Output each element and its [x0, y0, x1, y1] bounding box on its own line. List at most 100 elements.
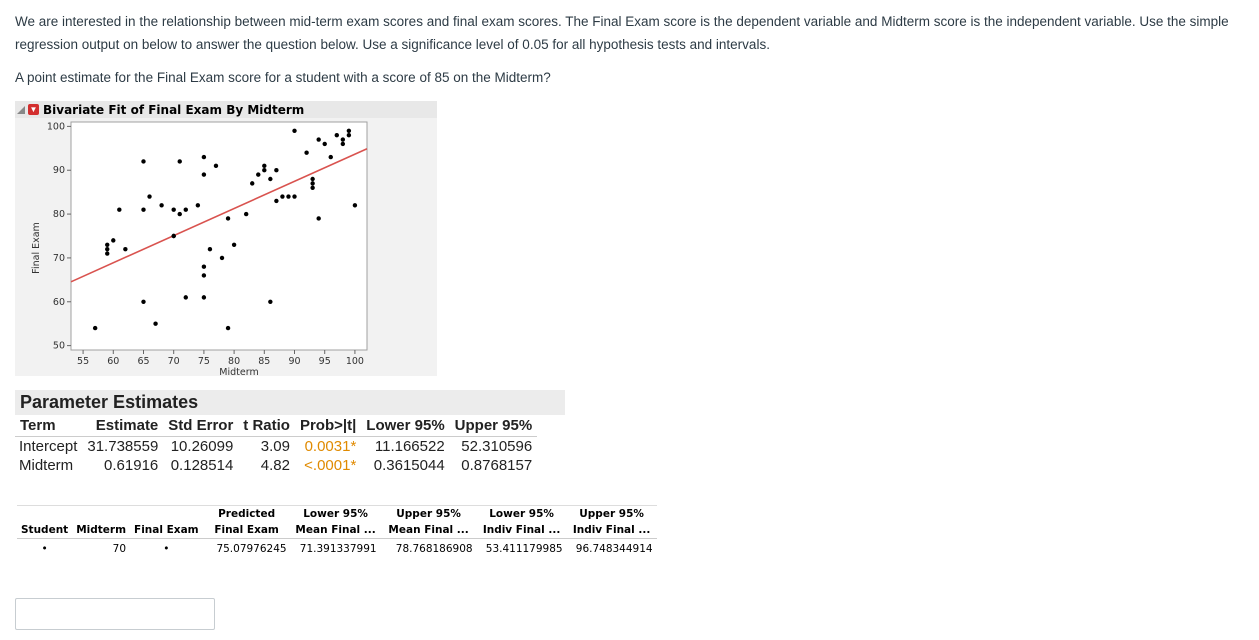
plot-frame	[70, 121, 368, 351]
data-point	[171, 207, 176, 212]
pe-cell: 10.26099	[170, 438, 234, 455]
data-point	[268, 299, 273, 304]
data-point	[171, 233, 176, 239]
y-tick-label: 90	[53, 165, 65, 176]
pred-cell: 75.07976245	[202, 538, 291, 559]
data-point	[256, 172, 261, 177]
pe-cell: 0.8768157	[461, 457, 533, 474]
data-point	[328, 154, 333, 160]
x-tick-label: 80	[228, 356, 240, 367]
data-point	[310, 185, 315, 190]
data-point	[201, 273, 207, 278]
data-point	[105, 251, 110, 256]
pe-cell: Intercept	[19, 438, 78, 455]
parameter-estimates-title: Parameter Estimates	[15, 390, 565, 415]
pred-header-predicted: Predicted Final Exam	[214, 508, 279, 536]
answer-input[interactable]	[15, 598, 215, 630]
pred-cell: 96.748344914	[566, 538, 657, 559]
x-tick-label: 85	[258, 356, 270, 367]
data-point	[183, 295, 188, 300]
data-point	[274, 198, 279, 204]
data-point	[141, 159, 146, 164]
data-point	[141, 207, 146, 212]
pred-header-upper-indiv: Upper 95% Indiv Final ...	[572, 508, 651, 536]
data-point	[340, 137, 346, 142]
x-tick-label: 70	[168, 356, 180, 367]
bivariate-plot: 50 60 70 80 90 100 55 60 65 70 75 80 85 90 95 100 Midter…	[15, 118, 437, 376]
pred-cell: 78.768186908	[380, 538, 477, 559]
pe-header-std-error: Std Error	[163, 415, 239, 437]
data-point	[274, 168, 279, 173]
x-tick-label: 65	[137, 356, 149, 367]
data-point	[117, 207, 122, 212]
pred-cell: 53.411179985	[476, 538, 567, 559]
pred-cell: 71.391337991	[290, 538, 381, 559]
data-point	[201, 295, 207, 300]
pe-header-t-ratio: t Ratio	[238, 415, 295, 437]
report-header[interactable]: ▼ Bivariate Fit of Final Exam By Midterm	[15, 101, 437, 118]
x-tick-label: 75	[198, 356, 210, 367]
pred-header-final-exam: Final Exam	[134, 524, 199, 536]
data-point	[201, 264, 207, 269]
x-axis-label: Midterm	[219, 367, 258, 376]
pe-cell: 0.61916	[104, 457, 159, 474]
scatter-plot-svg: 50 60 70 80 90 100 55 60 65 70 75 80 85 90 95 100 Midter…	[31, 121, 368, 376]
pred-cell: •	[130, 538, 203, 559]
pred-cell: •	[17, 538, 73, 559]
data-point	[316, 216, 321, 221]
data-point	[346, 128, 352, 133]
data-point	[310, 176, 315, 182]
data-point	[304, 150, 309, 155]
table-row: Midterm 0.61916 0.128514 4.82 <.0001* 0.…	[15, 456, 537, 475]
y-tick-label: 50	[53, 341, 65, 352]
pe-cell: 52.310596	[461, 438, 533, 455]
data-point	[231, 242, 237, 247]
y-tick-label: 60	[53, 297, 65, 308]
data-point	[225, 325, 231, 331]
pred-header-midterm: Midterm	[76, 524, 127, 536]
pred-header-student: Student	[21, 524, 69, 536]
pe-header-lower95: Lower 95%	[361, 415, 450, 437]
pred-cell: 70	[72, 538, 131, 559]
pred-header-lower-mean: Lower 95% Mean Final ...	[295, 508, 376, 536]
data-point	[322, 141, 327, 147]
pe-cell: 31.738559	[87, 438, 159, 455]
pe-cell-significant: 0.0031*	[304, 438, 357, 455]
pe-cell-significant: <.0001*	[304, 457, 357, 474]
y-axis-label: Final Exam	[31, 222, 42, 274]
outline-triangle-icon[interactable]	[17, 105, 25, 114]
data-point	[316, 137, 321, 142]
data-point	[105, 242, 110, 247]
pe-cell: 4.82	[260, 457, 290, 474]
pe-header-prob: Prob>|t|	[294, 415, 362, 437]
y-tick-label: 70	[53, 253, 65, 264]
data-point	[268, 176, 273, 182]
data-point	[262, 163, 267, 169]
data-point	[286, 194, 291, 199]
data-point	[310, 181, 315, 186]
data-point	[153, 321, 158, 326]
pe-cell: 0.3615044	[373, 457, 445, 474]
data-point	[207, 246, 213, 252]
y-tick-label: 80	[53, 209, 65, 220]
pe-cell: Midterm	[19, 457, 74, 474]
data-point	[219, 255, 225, 261]
question-text: A point estimate for the Final Exam scor…	[15, 70, 551, 85]
data-point	[183, 207, 188, 212]
x-tick-label: 60	[107, 356, 119, 367]
intro-text: We are interested in the relationship be…	[15, 14, 1229, 52]
data-point	[292, 194, 297, 199]
table-row: • 70 • 75.07976245 71.391337991 78.76818…	[17, 538, 657, 559]
data-point	[250, 181, 255, 186]
data-point	[111, 238, 116, 243]
prediction-table: Student Midterm Final Exam Predicted Fin…	[17, 505, 657, 559]
data-point	[352, 203, 358, 208]
red-triangle-menu-icon[interactable]: ▼	[28, 104, 39, 115]
data-point	[334, 132, 339, 138]
data-point	[201, 154, 207, 160]
table-row: Intercept 31.738559 10.26099 3.09 0.0031…	[15, 437, 537, 457]
pe-header-term: Term	[15, 415, 83, 437]
parameter-estimates-panel: Parameter Estimates Term Estimate Std Er…	[15, 390, 565, 480]
data-point	[147, 194, 152, 199]
data-point	[177, 211, 182, 217]
